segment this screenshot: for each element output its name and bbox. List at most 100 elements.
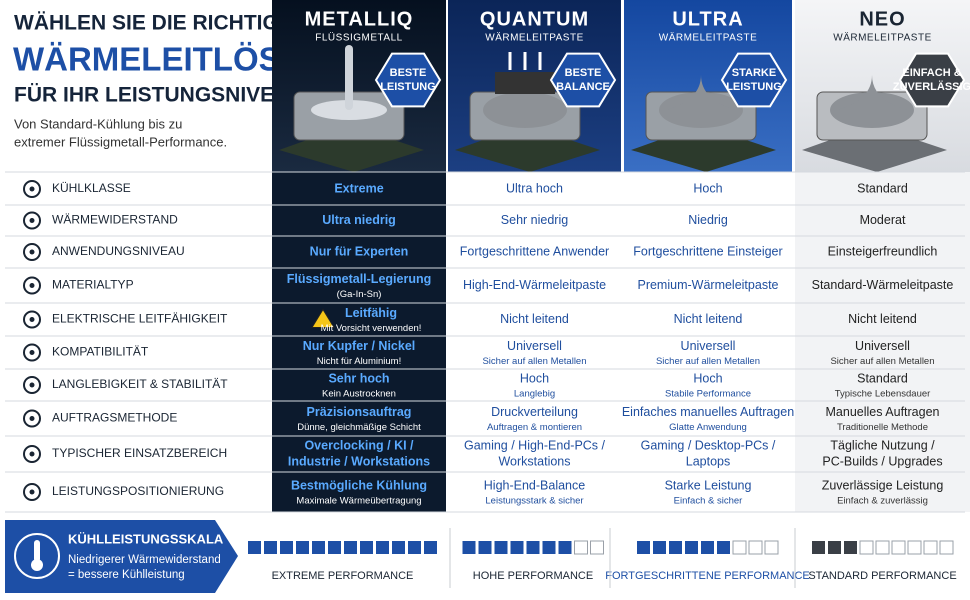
scale-description: = bessere Kühlleistung — [68, 569, 185, 581]
subtitle: extremer Flüssigmetall-Performance. — [14, 134, 227, 149]
board — [279, 125, 424, 172]
cell-main: Flüssigmetall-Legierung — [287, 272, 431, 286]
cell-main: Nicht leitend — [674, 312, 743, 326]
col-bg — [795, 172, 970, 512]
thermo-body — [34, 540, 40, 562]
scale-square — [939, 540, 954, 555]
cell-main: Sehr niedrig — [501, 213, 568, 227]
scale-square — [392, 541, 405, 554]
scale-square — [328, 541, 341, 554]
scale-square — [748, 540, 763, 555]
scale-box — [5, 520, 238, 593]
scale-square — [875, 540, 890, 555]
product-subtitle: FLÜSSIGMETALL — [315, 32, 402, 44]
badge-text: BESTE — [390, 67, 427, 79]
cell-main: Standard — [857, 181, 908, 195]
scale-square — [510, 541, 524, 554]
row-icon-dot — [29, 350, 35, 355]
cell-main: Nicht leitend — [500, 312, 569, 326]
scale-square — [653, 541, 666, 554]
row-label: WÄRMEWIDERSTAND — [52, 213, 178, 227]
scale-square — [494, 541, 508, 554]
paste-peak — [666, 75, 736, 110]
scale-label: EXTREME PERFORMANCE — [272, 570, 414, 582]
product-name: METALLIQ — [305, 8, 414, 30]
badge — [898, 52, 966, 108]
scale-square — [542, 541, 556, 554]
thermo-icon — [14, 533, 60, 579]
row-icon-dot — [29, 382, 35, 388]
scale-square — [923, 540, 938, 555]
cell-main: Gaming / Desktop-PCs / — [641, 438, 776, 452]
row-label: ELEKTRISCHE LEITFÄHIGKEIT — [52, 312, 228, 326]
row-label: TYPISCHER EINSATZBEREICH — [52, 446, 227, 460]
scale-square — [408, 541, 421, 554]
row-label: LANGLEBIGKEIT & STABILITÄT — [52, 377, 228, 391]
badge-text: EINFACH & — [902, 67, 961, 79]
row-icon — [23, 343, 41, 362]
cell-sub: Typische Lebensdauer — [835, 389, 931, 400]
scale-square — [859, 540, 874, 555]
cell-sub: Sicher auf allen Metallen — [656, 356, 760, 367]
scale-square — [574, 540, 588, 555]
product-name: QUANTUM — [480, 8, 589, 30]
scale-square — [844, 541, 857, 554]
row-label: LEISTUNGSPOSITIONIERUNG — [52, 484, 224, 498]
row-label: MATERIALTYP — [52, 278, 134, 292]
scale-square — [478, 541, 492, 554]
cell-main: Tägliche Nutzung / — [830, 438, 935, 452]
cell-sub: Maximale Wärmeübertragung — [296, 496, 421, 507]
board — [631, 125, 776, 172]
row-label: AUFTRAGSMETHODE — [52, 411, 177, 425]
cell-main: Nur für Experten — [310, 244, 409, 258]
scale-square — [344, 541, 357, 554]
scale-square — [296, 541, 309, 554]
product-name: NEO — [859, 8, 905, 30]
scale-square — [764, 540, 779, 555]
scale-square — [462, 541, 476, 554]
scale-square — [701, 541, 714, 554]
cell-sub: Einfach & zuverlässig — [837, 496, 928, 507]
cell-main: Nicht leitend — [848, 312, 917, 326]
cell-main: Standard — [857, 371, 908, 385]
scale-square — [248, 541, 261, 554]
cell-main: Moderat — [860, 213, 906, 227]
scale-label: HOHE PERFORMANCE — [473, 570, 593, 582]
cell-main: Nur Kupfer / Nickel — [303, 339, 416, 353]
cell-main: Druckverteilung — [491, 405, 578, 419]
cell-main: Hoch — [693, 181, 722, 195]
badge — [374, 52, 442, 108]
cell-sub: Leistungsstark & sicher — [485, 496, 583, 507]
cell-sub: Auftragen & montieren — [487, 422, 582, 433]
cell-main: Fortgeschrittene Einsteiger — [633, 244, 782, 258]
cell-sub: Mit Vorsicht verwenden! — [321, 323, 422, 334]
cell-main: Extreme — [334, 181, 383, 195]
product-subtitle: WÄRMELEITPASTE — [833, 32, 932, 44]
cell-main: Starke Leistung — [665, 478, 752, 492]
board — [455, 125, 600, 172]
row-icon-dot — [29, 186, 35, 192]
row-icon-dot — [29, 218, 35, 223]
scale-square — [526, 541, 540, 554]
row-icon — [23, 243, 41, 261]
cell-main: Industrie / Workstations — [288, 454, 430, 468]
row-label: KOMPATIBILITÄT — [52, 345, 149, 359]
cell-main: Bestmögliche Kühlung — [291, 478, 427, 492]
scale-label: STANDARD PERFORMANCE — [808, 570, 956, 582]
cell-sub: Glatte Anwendung — [669, 422, 747, 433]
row-label: KÜHLKLASSE — [52, 181, 131, 195]
cell-sub: Sicher auf allen Metallen — [830, 356, 934, 367]
cell-main: Laptops — [686, 454, 730, 468]
row-icon-dot — [29, 249, 35, 255]
cell-sub: Langlebig — [514, 389, 555, 400]
badge-text: BALANCE — [556, 81, 610, 93]
cell-main: Universell — [681, 339, 736, 353]
row-icon-dot — [29, 451, 35, 457]
cell-main: Hoch — [520, 371, 549, 385]
cell-main: Fortgeschrittene Anwender — [460, 244, 609, 258]
cell-sub: (Ga-In-Sn) — [337, 289, 382, 300]
row-icon — [23, 409, 41, 428]
scale-square — [376, 541, 389, 554]
scale-description: Niedrigerer Wärmewiderstand — [68, 554, 221, 566]
